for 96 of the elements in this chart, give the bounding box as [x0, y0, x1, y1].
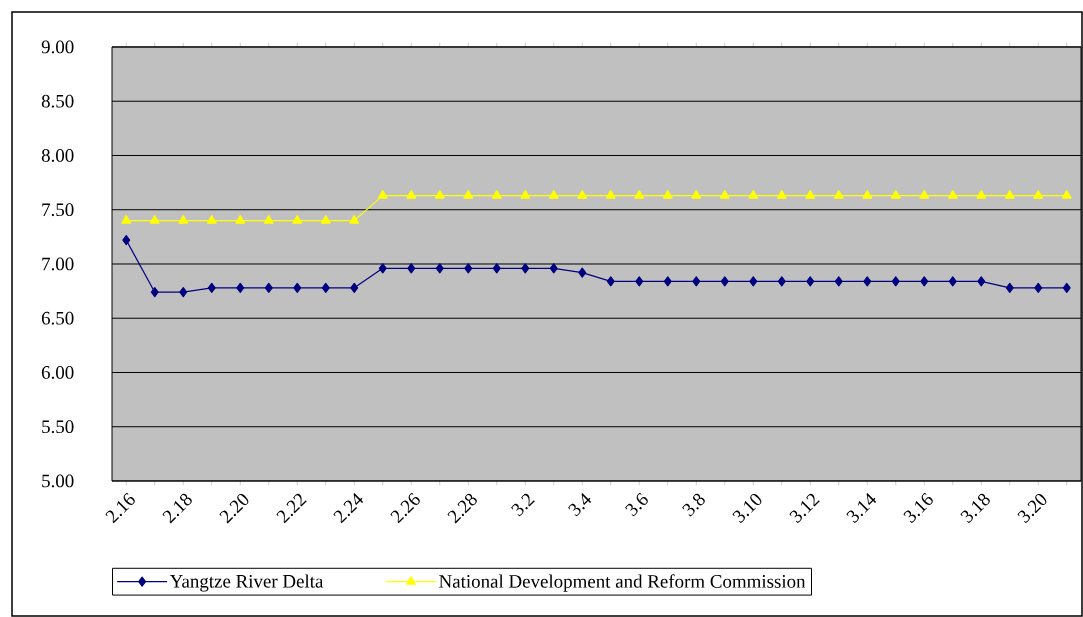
point: [663, 276, 672, 287]
point: [150, 287, 159, 298]
point: [179, 287, 188, 298]
point: [662, 190, 673, 199]
point: [919, 190, 930, 199]
point: [777, 276, 786, 287]
point: [920, 276, 929, 287]
point: [207, 282, 216, 293]
point: [947, 190, 958, 199]
point: [862, 190, 873, 199]
point: [1004, 190, 1015, 199]
x-tick-label: 2.18: [162, 493, 192, 524]
point: [350, 282, 359, 293]
x-tick-label: 2.26: [390, 492, 420, 524]
point: [549, 263, 558, 274]
x-tick-label: 2.16: [105, 492, 135, 524]
x-tick-label: 3.10: [732, 493, 762, 524]
point: [349, 215, 360, 224]
point: [178, 215, 189, 224]
point: [776, 190, 787, 199]
point: [605, 190, 616, 199]
x-tick-label: 2.22: [276, 493, 307, 524]
point: [149, 215, 160, 224]
point: [548, 190, 559, 199]
point: [1062, 282, 1071, 293]
point: [292, 215, 303, 224]
point: [206, 215, 217, 224]
point: [749, 276, 758, 287]
point: [976, 190, 987, 199]
point: [235, 215, 246, 224]
point: [321, 282, 330, 293]
y-tick-label: 9.00: [41, 40, 74, 54]
point: [521, 263, 530, 274]
y-tick-label: 6.00: [41, 366, 74, 379]
y-tick-label: 5.00: [42, 474, 74, 488]
point: [606, 276, 615, 287]
x-tick-label: 3.16: [903, 492, 933, 524]
point: [463, 190, 474, 199]
x-tick-label: 3.14: [846, 493, 877, 524]
legend-label: National Development and Reform Commission: [439, 574, 806, 592]
point: [577, 190, 588, 199]
point: [834, 276, 843, 287]
point: [406, 190, 417, 199]
point: [407, 263, 416, 274]
x-tick-label: 3.12: [789, 493, 820, 524]
point: [833, 190, 844, 199]
point: [378, 263, 387, 274]
y-tick-label: 7.00: [42, 257, 74, 271]
x-tick-label: 2.24: [333, 493, 364, 524]
y-tick-label: 8.50: [41, 94, 74, 108]
point: [890, 190, 901, 199]
x-tick-label: 2.28: [447, 493, 477, 524]
point: [692, 276, 701, 287]
y-tick-label: 7.50: [42, 203, 74, 217]
x-tick-label: 3.2: [511, 493, 535, 517]
point: [748, 190, 759, 199]
point: [263, 215, 274, 224]
point: [377, 190, 388, 199]
point: [435, 263, 444, 274]
point: [293, 282, 302, 293]
x-tick-label: 3.6: [625, 492, 648, 517]
x-tick-label: 3.18: [960, 493, 990, 524]
point: [719, 190, 730, 199]
point: [434, 190, 445, 199]
point: [1061, 190, 1072, 199]
y-tick-label: 5.50: [42, 420, 74, 434]
point: [805, 190, 816, 199]
point: [578, 267, 587, 278]
point: [1034, 282, 1043, 293]
point: [891, 276, 900, 287]
point: [121, 215, 132, 224]
point: [1033, 190, 1044, 199]
point: [806, 276, 815, 287]
y-tick-label: 6.50: [41, 311, 74, 325]
point: [320, 215, 331, 224]
point: [948, 276, 957, 287]
point: [720, 276, 729, 287]
legend-label: Yangtze River Delta: [169, 574, 324, 592]
point: [634, 190, 645, 199]
point: [635, 276, 644, 287]
x-tick-label: 2.20: [219, 493, 249, 524]
point: [464, 263, 473, 274]
point: [520, 190, 531, 199]
point: [236, 282, 245, 293]
point: [977, 276, 986, 287]
x-tick-label: 3.8: [682, 493, 705, 517]
point: [492, 263, 501, 274]
point: [491, 190, 502, 199]
point: [122, 235, 131, 246]
point: [1005, 282, 1014, 293]
y-tick-label: 8.00: [41, 149, 74, 162]
point: [264, 282, 273, 293]
point: [691, 190, 702, 199]
x-tick-label: 3.20: [1017, 493, 1047, 524]
x-tick-label: 3.4: [568, 493, 592, 517]
point: [863, 276, 872, 287]
